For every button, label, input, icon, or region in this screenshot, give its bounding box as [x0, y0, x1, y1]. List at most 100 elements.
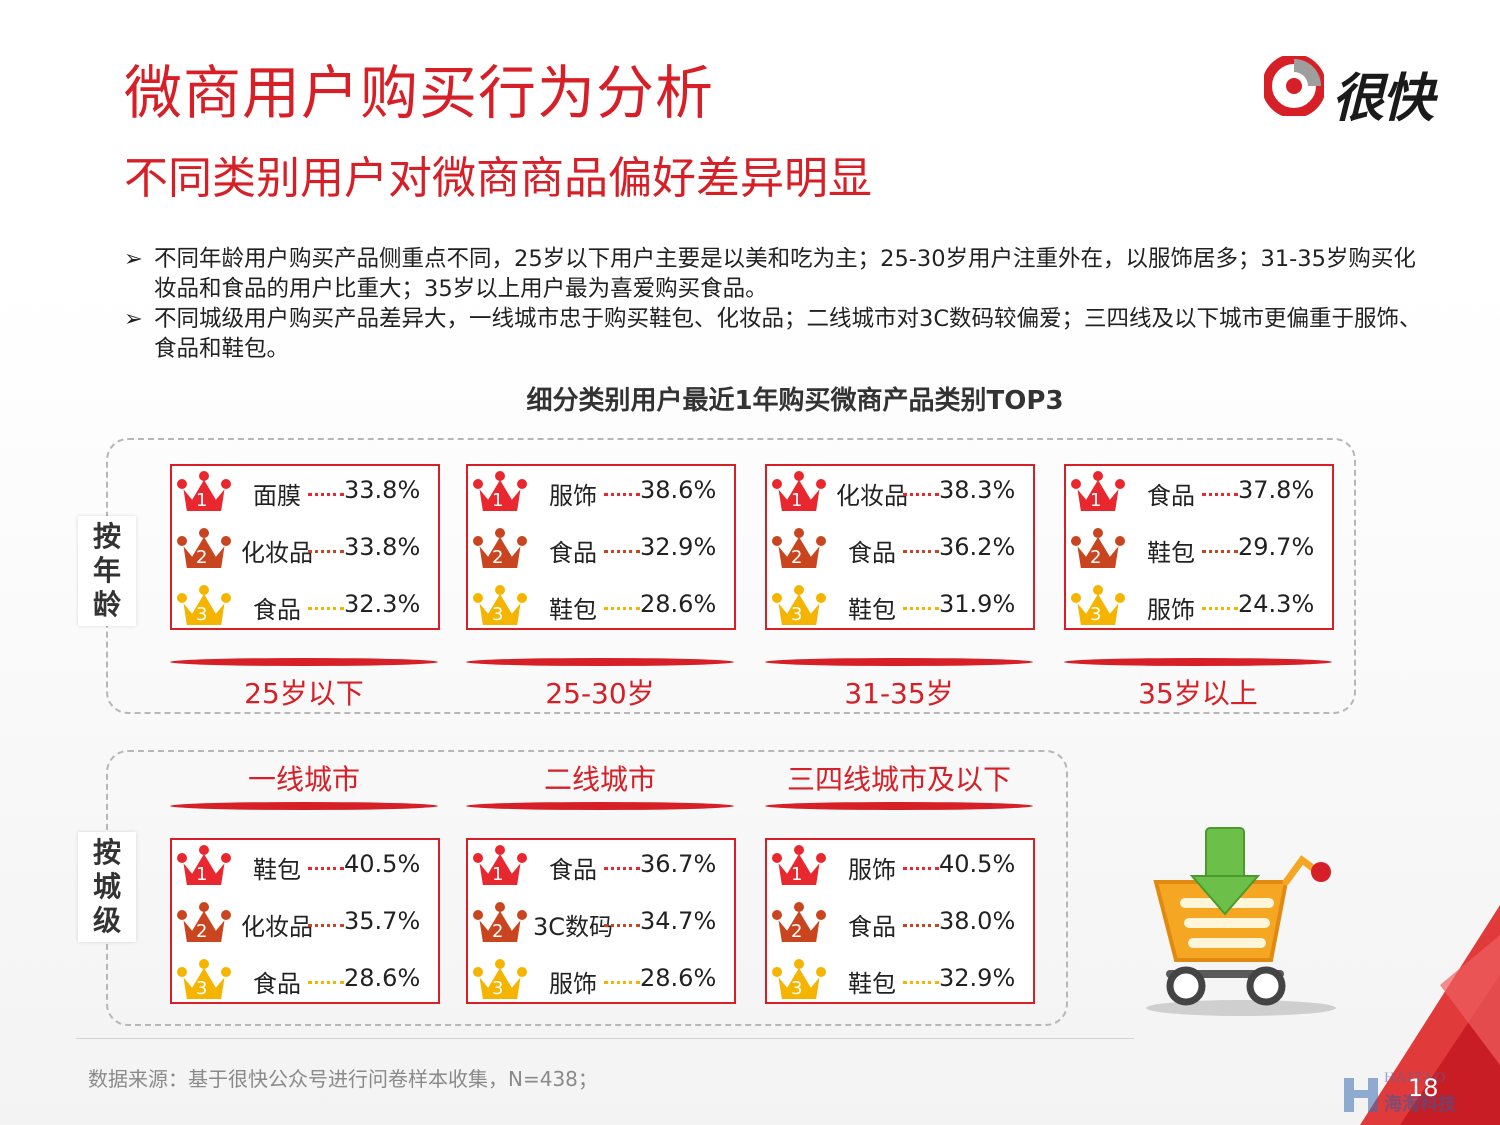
category-name: 食品 — [253, 596, 301, 624]
crown-rank-3-icon: 3 — [771, 956, 827, 1006]
rank-number: 3 — [492, 604, 504, 625]
category-name: 面膜 — [253, 482, 301, 510]
page-subtitle: 不同类别用户对微商商品偏好差异明显 — [124, 153, 872, 204]
rank-number: 2 — [791, 921, 803, 942]
crown-rank-1-icon: 1 — [472, 842, 528, 892]
leader-dots — [604, 550, 640, 553]
percentage-value: 36.7% — [640, 850, 717, 878]
percentage-value: 37.8% — [1238, 476, 1315, 504]
rank-number: 3 — [492, 978, 504, 999]
crown-rank-1-icon: 1 — [1070, 468, 1126, 518]
crown-rank-3-icon: 3 — [176, 956, 232, 1006]
segment-label: 25-30岁 — [545, 677, 655, 710]
category-name: 鞋包 — [848, 596, 896, 624]
rank-row: 1 化妆品 38.3% — [767, 468, 1033, 522]
percentage-value: 32.9% — [939, 964, 1016, 992]
percentage-value: 32.3% — [344, 590, 421, 618]
leader-dots — [903, 607, 939, 610]
rank-row: 3 鞋包 31.9% — [767, 582, 1033, 636]
rank-row: 1 服饰 40.5% — [767, 842, 1033, 896]
bullet-item: ➢ 不同年龄用户购买产品侧重点不同，25岁以下用户主要是以美和吃为主；25-30… — [124, 244, 1424, 304]
rank-number: 2 — [196, 547, 208, 568]
watermark-logo-icon — [1344, 1078, 1378, 1112]
category-name: 服饰 — [549, 482, 597, 510]
rank-row: 1 服饰 38.6% — [468, 468, 734, 522]
watermark: HAITAO 海淘科技 — [1324, 1070, 1464, 1116]
percentage-value: 24.3% — [1238, 590, 1315, 618]
segment-underline — [170, 802, 438, 810]
bullet-arrow-icon: ➢ — [124, 306, 143, 332]
rank-number: 3 — [791, 978, 803, 999]
top3-panel: 1 鞋包 40.5% 2 化妆品 35.7% 3 食品 28.6% — [170, 838, 440, 1004]
percentage-value: 38.0% — [939, 907, 1016, 935]
percentage-value: 34.7% — [640, 907, 717, 935]
leader-dots — [1202, 607, 1238, 610]
crown-rank-2-icon: 2 — [176, 525, 232, 575]
rank-number: 2 — [492, 921, 504, 942]
summary-bullets: ➢ 不同年龄用户购买产品侧重点不同，25岁以下用户主要是以美和吃为主；25-30… — [124, 244, 1424, 364]
category-name: 食品 — [1147, 482, 1195, 510]
crown-rank-1-icon: 1 — [472, 468, 528, 518]
crown-rank-3-icon: 3 — [472, 582, 528, 632]
leader-dots — [903, 550, 939, 553]
leader-dots — [903, 924, 939, 927]
rank-row: 1 食品 36.7% — [468, 842, 734, 896]
rank-number: 2 — [1090, 547, 1102, 568]
rank-number: 3 — [196, 604, 208, 625]
leader-dots — [604, 981, 640, 984]
percentage-value: 28.6% — [344, 964, 421, 992]
top3-panel: 1 食品 36.7% 2 3C数码 34.7% 3 服饰 28.6% — [466, 838, 736, 1004]
rank-number: 3 — [196, 978, 208, 999]
rank-number: 1 — [791, 490, 803, 511]
leader-dots — [604, 607, 640, 610]
rank-number: 1 — [791, 864, 803, 885]
rank-row: 1 面膜 33.8% — [172, 468, 438, 522]
rank-row: 2 化妆品 35.7% — [172, 899, 438, 953]
leader-dots — [1202, 493, 1238, 496]
leader-dots — [604, 493, 640, 496]
bullet-item: ➢ 不同城级用户购买产品差异大，一线城市忠于购买鞋包、化妆品；二线城市对3C数码… — [124, 304, 1424, 364]
category-name: 服饰 — [848, 856, 896, 884]
category-name: 食品 — [848, 913, 896, 941]
segment-underline — [765, 802, 1033, 810]
segment-underline — [170, 658, 438, 666]
rank-number: 2 — [492, 547, 504, 568]
leader-dots — [308, 981, 344, 984]
rank-number: 2 — [791, 547, 803, 568]
top3-panel: 1 服饰 38.6% 2 食品 32.9% 3 鞋包 28.6% — [466, 464, 736, 630]
data-source: 数据来源：基于很快公众号进行问卷样本收集，N=438； — [88, 1067, 598, 1091]
age-group-label: 按 年 龄 — [78, 516, 136, 626]
bullet-arrow-icon: ➢ — [124, 246, 143, 272]
segment-label: 二线城市 — [543, 763, 656, 796]
rank-row: 2 食品 38.0% — [767, 899, 1033, 953]
leader-dots — [308, 607, 344, 610]
leader-dots — [308, 867, 344, 870]
percentage-value: 33.8% — [344, 533, 421, 561]
rank-row: 3 鞋包 28.6% — [468, 582, 734, 636]
logo-text: 很快 — [1332, 69, 1434, 129]
rank-row: 3 鞋包 32.9% — [767, 956, 1033, 1010]
crown-rank-2-icon: 2 — [771, 899, 827, 949]
rank-number: 3 — [791, 604, 803, 625]
category-name: 鞋包 — [549, 596, 597, 624]
city-group-label: 按 城 级 — [78, 832, 136, 942]
crown-rank-2-icon: 2 — [472, 525, 528, 575]
leader-dots — [903, 981, 939, 984]
decorative-triangles — [1360, 905, 1500, 1125]
percentage-value: 35.7% — [344, 907, 421, 935]
crown-rank-3-icon: 3 — [1070, 582, 1126, 632]
rank-number: 3 — [1090, 604, 1102, 625]
watermark-text-cn: 海淘科技 — [1384, 1094, 1456, 1115]
leader-dots — [308, 924, 344, 927]
category-name: 食品 — [549, 856, 597, 884]
crown-rank-3-icon: 3 — [472, 956, 528, 1006]
percentage-value: 40.5% — [939, 850, 1016, 878]
rank-row: 2 食品 32.9% — [468, 525, 734, 579]
category-name: 食品 — [848, 539, 896, 567]
rank-number: 1 — [196, 864, 208, 885]
rank-row: 2 食品 36.2% — [767, 525, 1033, 579]
chart-title: 细分类别用户最近1年购买微商产品类别TOP3 — [526, 386, 1064, 416]
rank-row: 2 3C数码 34.7% — [468, 899, 734, 953]
page-title: 微商用户购买行为分析 — [124, 59, 715, 127]
leader-dots — [604, 924, 640, 927]
